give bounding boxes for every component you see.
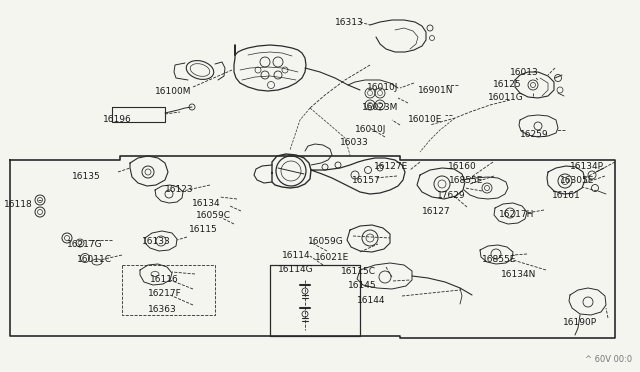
Text: 16144: 16144 (357, 296, 385, 305)
Text: 16305E: 16305E (560, 176, 595, 185)
Text: 16010J: 16010J (367, 83, 398, 92)
Text: 16100M: 16100M (155, 87, 191, 96)
Text: 16033: 16033 (340, 138, 369, 147)
Text: 16134N: 16134N (501, 270, 536, 279)
Text: 16115: 16115 (189, 225, 218, 234)
Text: 16011G: 16011G (488, 93, 524, 102)
Text: 16855E: 16855E (449, 176, 483, 185)
Text: 16021E: 16021E (315, 253, 349, 262)
Text: 16013: 16013 (510, 68, 539, 77)
Text: 16127: 16127 (422, 207, 451, 216)
Text: 16011C: 16011C (77, 255, 112, 264)
Text: 16115C: 16115C (341, 267, 376, 276)
Text: 16363: 16363 (148, 305, 177, 314)
Text: 16010J: 16010J (355, 125, 387, 134)
Text: 16134: 16134 (192, 199, 221, 208)
Text: 16196: 16196 (103, 115, 132, 124)
Text: 16160: 16160 (448, 162, 477, 171)
Text: 16135: 16135 (72, 172, 100, 181)
Text: 16217F: 16217F (148, 289, 182, 298)
Text: 16118: 16118 (4, 200, 33, 209)
Text: 16313: 16313 (335, 18, 364, 27)
Text: 16134P: 16134P (570, 162, 604, 171)
Text: 16855E: 16855E (482, 255, 516, 264)
Text: 16157: 16157 (352, 176, 381, 185)
Text: ^ 60V 00:0: ^ 60V 00:0 (585, 355, 632, 364)
Text: 16190P: 16190P (563, 318, 597, 327)
Text: 16059C: 16059C (196, 211, 231, 220)
Text: 16133: 16133 (142, 237, 171, 246)
Text: 16901N: 16901N (418, 86, 454, 95)
Text: 16259: 16259 (520, 130, 548, 139)
Text: 16010E: 16010E (408, 115, 442, 124)
Text: 16145: 16145 (348, 281, 376, 290)
Text: 17629: 17629 (437, 191, 466, 200)
Text: 16217H: 16217H (499, 210, 534, 219)
Text: 16127E: 16127E (374, 162, 408, 171)
Text: 16114: 16114 (282, 251, 310, 260)
Text: 16125: 16125 (493, 80, 522, 89)
Text: 16123: 16123 (165, 185, 194, 194)
Text: 16114G: 16114G (278, 265, 314, 274)
Text: 16116: 16116 (150, 275, 179, 284)
Text: 16059G: 16059G (308, 237, 344, 246)
Text: 16023M: 16023M (362, 103, 398, 112)
Text: 16217G: 16217G (67, 240, 102, 249)
Text: 16161: 16161 (552, 191, 580, 200)
